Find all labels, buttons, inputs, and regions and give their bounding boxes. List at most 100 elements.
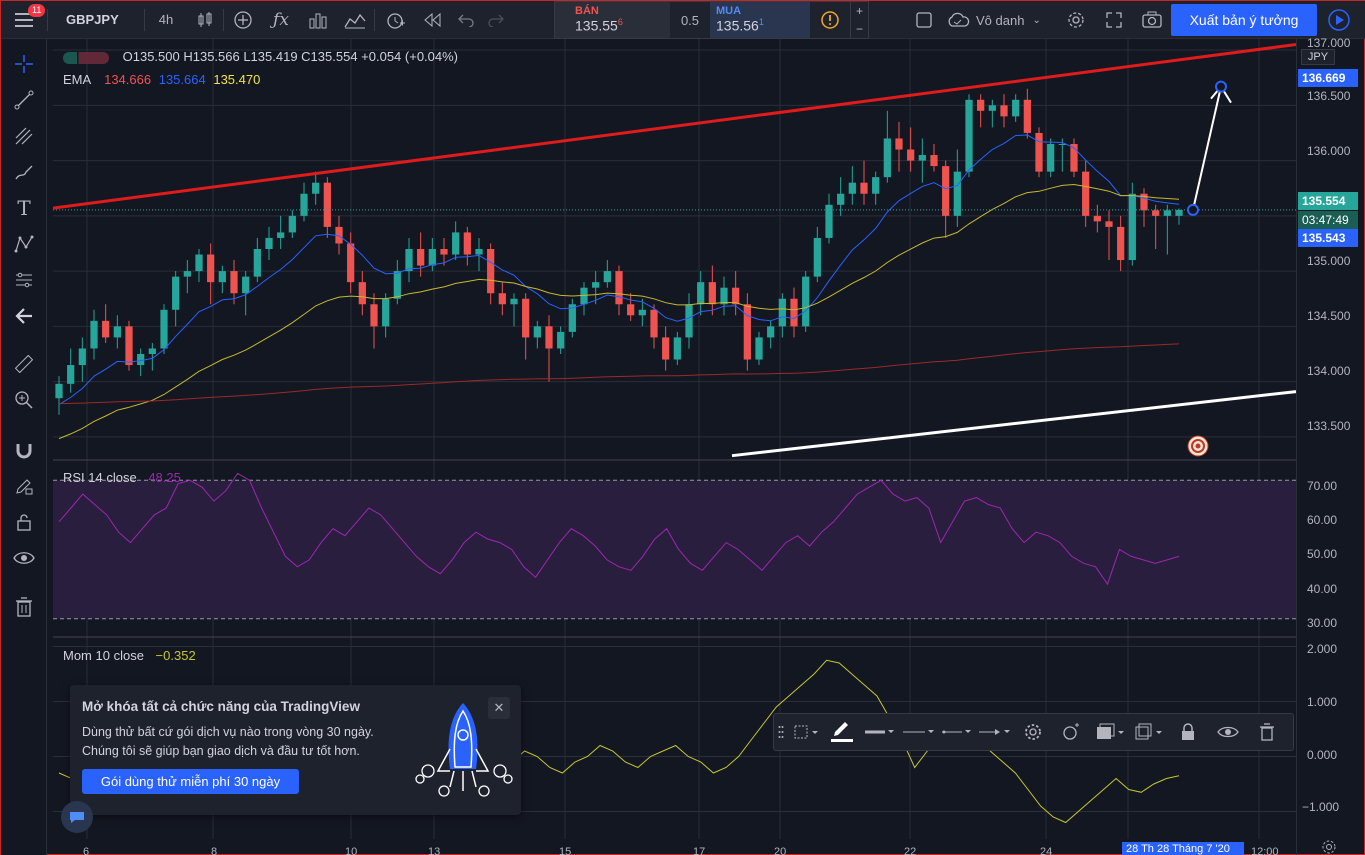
candle-body [148,348,156,354]
quantity-button[interactable] [810,2,850,38]
candle-body [942,166,950,216]
candle-body [125,326,133,366]
chat-bubble-button[interactable] [61,801,93,833]
undo-button[interactable] [451,1,481,39]
ema-slow-line [58,343,1180,405]
upgrade-promo-popup: Mở khóa tất cả chức năng của TradingView… [70,685,521,815]
pattern-tool[interactable] [9,229,39,259]
zoom-tool[interactable] [9,385,39,415]
redo-button[interactable] [481,1,511,39]
play-circle-icon [1328,9,1350,31]
free-trial-button[interactable]: Gói dùng thử miễn phí 30 ngày [82,769,299,794]
drag-handle[interactable] [774,714,788,750]
candle-body [67,365,75,384]
candle-body [218,271,226,283]
clone-dropdown[interactable] [1130,714,1168,750]
interval-selector[interactable]: 4h [158,12,174,27]
line-start-button[interactable] [938,714,974,750]
chart-settings-button[interactable] [1321,839,1337,855]
separator [223,8,224,31]
compare-button[interactable] [224,1,262,39]
ruler-tool[interactable] [9,349,39,379]
candle-style-button[interactable] [187,1,223,39]
price-axis[interactable]: 137.000 JPY 136.669 136.500 136.000 135.… [1296,36,1365,855]
templates-button[interactable] [336,1,374,39]
brush-icon [15,165,33,180]
fullscreen-layout-button[interactable] [906,1,942,39]
fullscreen-button[interactable] [1097,1,1131,39]
main-menu-button[interactable]: 11 [1,1,47,39]
line-color-button[interactable] [824,714,860,750]
line-style-button[interactable] [898,714,938,750]
candle-body [55,383,63,399]
replay-button[interactable] [415,1,451,39]
measure-lines-icon [16,272,32,288]
pattern-icon [14,235,34,253]
candle-body [288,215,296,233]
hide-drawings[interactable] [9,543,39,573]
trend-line-icon [14,90,34,110]
line-start-icon [942,730,971,734]
mom-tick: 0.000 [1307,748,1338,762]
settings-button[interactable] [1014,714,1052,750]
candle-body [743,304,751,360]
gear-icon [1068,12,1084,28]
crosshair-tool[interactable] [9,49,39,79]
symbol-search[interactable]: GBPJPY [66,12,119,27]
line-end-button[interactable] [974,714,1014,750]
redo-icon [488,14,504,27]
text-tool[interactable]: T [9,193,39,223]
alarm-clock-icon [1063,723,1079,740]
stay-in-drawing-mode[interactable] [9,471,39,501]
prediction-tool[interactable] [9,265,39,295]
record-marker[interactable] [1187,435,1209,462]
add-alert-button[interactable] [1052,714,1090,750]
candle-body [720,287,728,305]
play-button[interactable] [1321,4,1357,36]
ema-value-3: 135.470 [213,72,261,87]
countdown-tag: 03:47:49 [1298,211,1358,229]
copy-icon [1135,723,1162,740]
candle-body [883,138,891,178]
lock-button[interactable] [1168,714,1208,750]
buy-button[interactable]: MUA 135.561 [710,2,810,38]
line-width-button[interactable] [860,714,898,750]
remove-drawings[interactable] [9,592,39,622]
layout-name-button[interactable]: Vô danh ⌄ [946,1,1056,39]
publish-idea-button[interactable]: Xuất bản ý tưởng [1171,4,1317,36]
mom-legend: Mom 10 close −0.352 [63,648,196,663]
decrease-button[interactable]: − [855,22,863,36]
candle-body [755,337,763,360]
close-icon[interactable]: ✕ [488,697,510,719]
currency-badge[interactable]: JPY [1301,49,1335,65]
hide-toolbar-button[interactable] [9,301,39,331]
templates-dropdown[interactable] [788,714,824,750]
candle-body [1012,99,1020,117]
fib-tool[interactable] [9,121,39,151]
brush-tool[interactable] [9,157,39,187]
indicators-button[interactable]: ƒx [262,1,300,39]
chart-canvas[interactable] [53,39,1296,855]
lock-icon [1182,723,1194,740]
lock-drawings[interactable] [9,507,39,537]
visibility-dropdown[interactable] [1090,714,1130,750]
alert-button[interactable] [375,1,415,39]
magnet-tool[interactable] [9,435,39,465]
magnet-icon [16,444,32,459]
settings-button[interactable] [1059,1,1093,39]
candle-body [977,99,985,111]
financials-button[interactable] [300,1,336,39]
candle-body [323,182,331,227]
ema-legend: EMA 134.666 135.664 135.470 [63,72,260,87]
candle-body [370,304,378,327]
sell-button[interactable]: BÁN 135.556 [555,2,670,38]
candle-body [767,326,775,338]
increase-button[interactable]: + [855,4,863,18]
snapshot-button[interactable] [1135,1,1169,39]
candle-body [580,287,588,305]
candle-body [860,182,868,194]
hide-button[interactable] [1208,714,1248,750]
candle-body [708,282,716,305]
delete-button[interactable] [1248,714,1286,750]
trend-line-tool[interactable] [9,85,39,115]
